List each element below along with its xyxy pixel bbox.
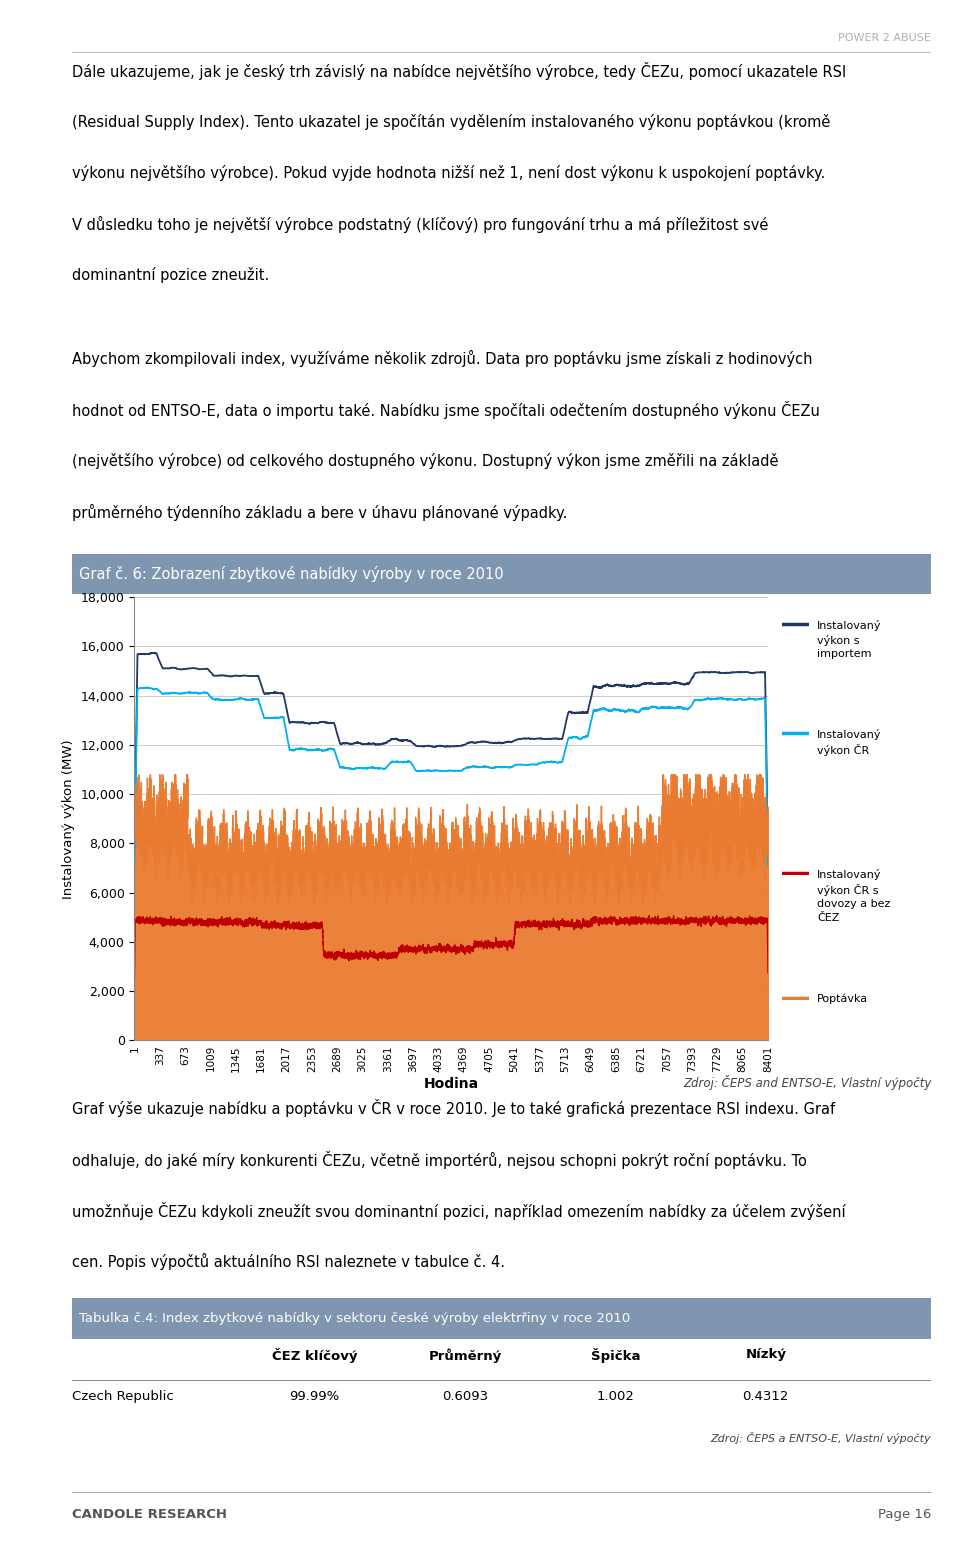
- Text: cen. Popis výpočtů aktuálního RSI naleznete v tabulce č. 4.: cen. Popis výpočtů aktuálního RSI nalezn…: [72, 1253, 505, 1270]
- Text: odhaluje, do jaké míry konkurenti ČEZu, včetně importérů, nejsou schopni pokrýt : odhaluje, do jaké míry konkurenti ČEZu, …: [72, 1151, 806, 1169]
- Text: (největšího výrobce) od celkového dostupného výkonu. Dostupný výkon jsme změřili: (největšího výrobce) od celkového dostup…: [72, 453, 779, 468]
- Text: Tabulka č.4: Index zbytkové nabídky v sektoru české výroby elektrřiny v roce 201: Tabulka č.4: Index zbytkové nabídky v se…: [79, 1312, 630, 1325]
- X-axis label: Hodina: Hodina: [423, 1078, 479, 1092]
- Text: Abychom zkompilovali index, využíváme několik zdrojů. Data pro poptávku jsme zís: Abychom zkompilovali index, využíváme ně…: [72, 350, 812, 367]
- Text: 0.6093: 0.6093: [442, 1390, 488, 1403]
- Text: 1.002: 1.002: [596, 1390, 635, 1403]
- Text: ČEZ klíčový: ČEZ klíčový: [272, 1348, 357, 1364]
- Text: Průměrný: Průměrný: [428, 1348, 502, 1362]
- Text: Instalovaný
výkon ČR s
dovozy a bez
ČEZ: Instalovaný výkon ČR s dovozy a bez ČEZ: [817, 869, 890, 922]
- Text: Page 16: Page 16: [877, 1508, 931, 1521]
- Text: POWER 2 ABUSE: POWER 2 ABUSE: [838, 33, 931, 42]
- Text: Zdroj: ČEPS and ENTSO-E, Vlastní výpočty: Zdroj: ČEPS and ENTSO-E, Vlastní výpočty: [683, 1075, 931, 1090]
- Text: dominantní pozice zneužit.: dominantní pozice zneužit.: [72, 267, 269, 283]
- Text: Dále ukazujeme, jak je český trh závislý na nabídce největšího výrobce, tedy ČEZ: Dále ukazujeme, jak je český trh závislý…: [72, 62, 847, 81]
- Text: průměrného týdenního základu a bere v úhavu plánované výpadky.: průměrného týdenního základu a bere v úh…: [72, 504, 567, 521]
- Text: (Residual Supply Index). Tento ukazatel je spočítán vydělením instalovaného výko: (Residual Supply Index). Tento ukazatel …: [72, 114, 830, 129]
- Text: V důsledku toho je největší výrobce podstatný (klíčový) pro fungování trhu a má : V důsledku toho je největší výrobce pods…: [72, 216, 768, 233]
- Text: Graf č. 6: Zobrazení zbytkové nabídky výroby v roce 2010: Graf č. 6: Zobrazení zbytkové nabídky vý…: [79, 566, 503, 582]
- Text: Graf výše ukazuje nabídku a poptávku v ČR v roce 2010. Je to také grafická preze: Graf výše ukazuje nabídku a poptávku v Č…: [72, 1099, 835, 1118]
- Y-axis label: Instalovaný výkon (MW): Instalovaný výkon (MW): [62, 739, 75, 899]
- Text: Špička: Špička: [590, 1348, 640, 1364]
- Text: CANDOLE RESEARCH: CANDOLE RESEARCH: [72, 1508, 227, 1521]
- Text: výkonu největšího výrobce). Pokud vyjde hodnota nižší než 1, není dost výkonu k : výkonu největšího výrobce). Pokud vyjde …: [72, 165, 826, 180]
- Text: Instalovaný
výkon s
importem: Instalovaný výkon s importem: [817, 620, 881, 659]
- Text: 99.99%: 99.99%: [290, 1390, 340, 1403]
- Text: Zdroj: ČEPS a ENTSO-E, Vlastní výpočty: Zdroj: ČEPS a ENTSO-E, Vlastní výpočty: [710, 1432, 931, 1445]
- Text: 0.4312: 0.4312: [743, 1390, 789, 1403]
- Text: hodnot od ENTSO-E, data o importu také. Nabídku jsme spočítali odečtením dostupn: hodnot od ENTSO-E, data o importu také. …: [72, 401, 820, 420]
- Text: Nízký: Nízký: [745, 1348, 786, 1361]
- Text: Poptávka: Poptávka: [817, 994, 868, 1005]
- Text: Czech Republic: Czech Republic: [72, 1390, 174, 1403]
- Text: Instalovaný
výkon ČR: Instalovaný výkon ČR: [817, 729, 881, 756]
- Text: umožnňuje ČEZu kdykoli zneužít svou dominantní pozici, například omezením nabídk: umožnňuje ČEZu kdykoli zneužít svou domi…: [72, 1202, 846, 1221]
